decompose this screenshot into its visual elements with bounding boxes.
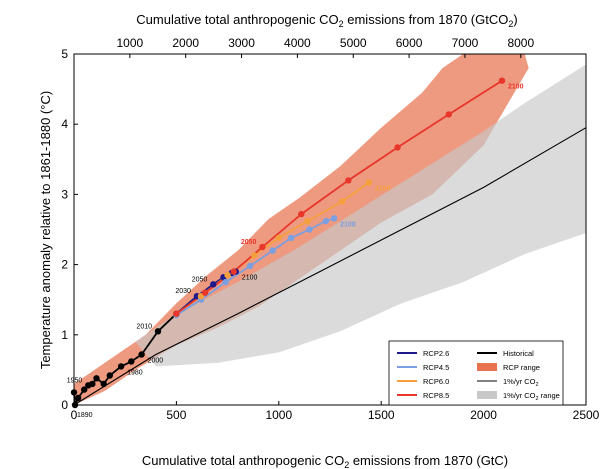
y-tick-label-2: 2 xyxy=(61,258,68,272)
top-tick-label-4000: 4000 xyxy=(284,36,311,50)
x-tick-label-2000: 2000 xyxy=(470,408,497,422)
data-point-rcp8-5-3 xyxy=(259,243,266,251)
x-tick-label-1000: 1000 xyxy=(265,408,292,422)
y-axis-ticks: 0 1 2 3 4 5 xyxy=(61,47,78,412)
data-point-rcp6-0-5 xyxy=(304,217,311,225)
data-point-historical-7 xyxy=(100,380,107,388)
legend-label-historical: Historical xyxy=(503,349,534,358)
data-point-rcp6-0-6 xyxy=(339,198,346,205)
data-point-rcp6-0-3 xyxy=(251,252,258,259)
x-tick-label-1500: 1500 xyxy=(368,408,395,422)
data-point-historical-8 xyxy=(106,372,114,379)
y-tick-label-1: 1 xyxy=(61,328,68,342)
range-band-1-yr-co2-range xyxy=(135,64,586,367)
data-point-rcp8-5-1 xyxy=(201,289,209,296)
data-point-rcp4-5-4 xyxy=(269,247,276,254)
legend-swatch-1-yr-co-range xyxy=(477,391,497,399)
data-point-historical-12 xyxy=(154,328,162,335)
data-point-rcp4-5-7 xyxy=(322,217,330,225)
data-point-rcp6-0-2 xyxy=(224,271,231,279)
y-tick-label-5: 5 xyxy=(61,47,68,61)
series-line-1-yr-co2 xyxy=(73,127,587,406)
data-point-rcp6-0-4 xyxy=(275,234,282,242)
point-label-rcp6-0-2100: 2100 xyxy=(375,186,391,193)
y-tick-label-3: 3 xyxy=(61,187,68,201)
legend-box xyxy=(388,340,564,406)
plot-frame xyxy=(73,53,587,406)
point-label-historical-2000: 2000 xyxy=(148,358,164,365)
top-tick-label-7000: 7000 xyxy=(452,36,479,50)
top-tick-label-1000: 1000 xyxy=(116,36,143,50)
data-point-rcp8-5-0 xyxy=(173,310,180,317)
data-point-historical-10 xyxy=(128,358,135,365)
data-point-rcp4-5-3 xyxy=(246,262,254,270)
top-axis-title: Cumulative total anthropogenic CO2 emiss… xyxy=(136,12,517,29)
data-point-rcp8-5-5 xyxy=(345,177,352,184)
x-tick-label-500: 500 xyxy=(166,408,186,422)
legend: RCP2.6 RCP4.5 RCP6.0 RCP8.5 Historical RCP ra… xyxy=(388,340,564,406)
data-point-rcp4-5-6 xyxy=(306,226,313,233)
top-tick-label-3000: 3000 xyxy=(228,36,255,50)
top-axis-ticks: 1000 2000 3000 4000 5000 6000 7000 8000 xyxy=(116,36,534,58)
data-point-rcp4-5-8 xyxy=(330,215,338,222)
data-point-rcp8-5-7 xyxy=(445,111,452,118)
point-label-historical-1980: 1980 xyxy=(127,369,143,376)
data-point-rcp4-5-5 xyxy=(287,234,295,242)
point-label-rcp2-6-2100: 2100 xyxy=(242,275,258,282)
data-point-rcp6-0-7 xyxy=(365,179,373,186)
top-tick-label-6000: 6000 xyxy=(396,36,423,50)
point-label-historical-1950: 1950 xyxy=(67,377,83,384)
data-point-historical-6 xyxy=(93,375,100,382)
y-tick-label-0: 0 xyxy=(61,398,68,412)
point-label-historical-1890: 1890 xyxy=(77,412,93,419)
bottom-axis-title: Cumulative total anthropogenic CO2 emiss… xyxy=(142,453,508,469)
legend-label-rcp6-0: RCP6.0 xyxy=(423,377,449,386)
x-axis-ticks: 0 500 1000 1500 2000 2500 xyxy=(71,401,600,422)
data-point-rcp8-5-4 xyxy=(298,210,305,218)
top-tick-label-5000: 5000 xyxy=(340,36,367,50)
data-point-historical-9 xyxy=(117,363,125,370)
y-tick-label-4: 4 xyxy=(61,117,68,131)
data-point-rcp4-5-2 xyxy=(222,278,229,286)
data-point-historical-3 xyxy=(81,386,88,393)
legend-label-rcp-range: RCP range xyxy=(503,363,540,372)
x-tick-label-2500: 2500 xyxy=(573,408,600,422)
legend-label-1-yr-co-range: 1%/yr CO2 range xyxy=(503,391,560,402)
data-point-rcp8-5-6 xyxy=(394,144,401,151)
point-label-rcp4-5-2100: 2100 xyxy=(340,221,356,228)
legend-label-1-yr-co: 1%/yr CO2 xyxy=(503,377,539,388)
top-tick-label-2000: 2000 xyxy=(172,36,199,50)
point-label-rcp8-5-2100: 2100 xyxy=(508,84,524,91)
range-bands xyxy=(74,54,586,405)
legend-swatch-rcp-range xyxy=(477,363,497,371)
data-point-rcp8-5-2 xyxy=(230,268,237,275)
data-point-historical-2 xyxy=(74,394,82,402)
top-tick-label-8000: 8000 xyxy=(507,36,534,50)
data-point-historical-11 xyxy=(138,351,145,358)
point-label-rcp8-5-2050: 2050 xyxy=(241,239,257,246)
data-point-historical-5 xyxy=(89,380,96,388)
legend-label-rcp8-5: RCP8.5 xyxy=(423,391,449,400)
point-label-rcp2-6-2050: 2050 xyxy=(192,276,208,283)
data-point-rcp2-6-2 xyxy=(210,281,217,288)
point-label-rcp2-6-2030: 2030 xyxy=(175,288,191,295)
legend-label-rcp4-5: RCP4.5 xyxy=(423,363,449,372)
x-tick-label-0: 0 xyxy=(71,408,78,422)
point-label-historical-2010: 2010 xyxy=(136,323,152,330)
data-point-rcp8-5-8 xyxy=(498,77,506,84)
legend-label-rcp2-6: RCP2.6 xyxy=(423,349,449,358)
y-axis-title: Temperature anomaly relative to 1861-188… xyxy=(38,91,53,369)
